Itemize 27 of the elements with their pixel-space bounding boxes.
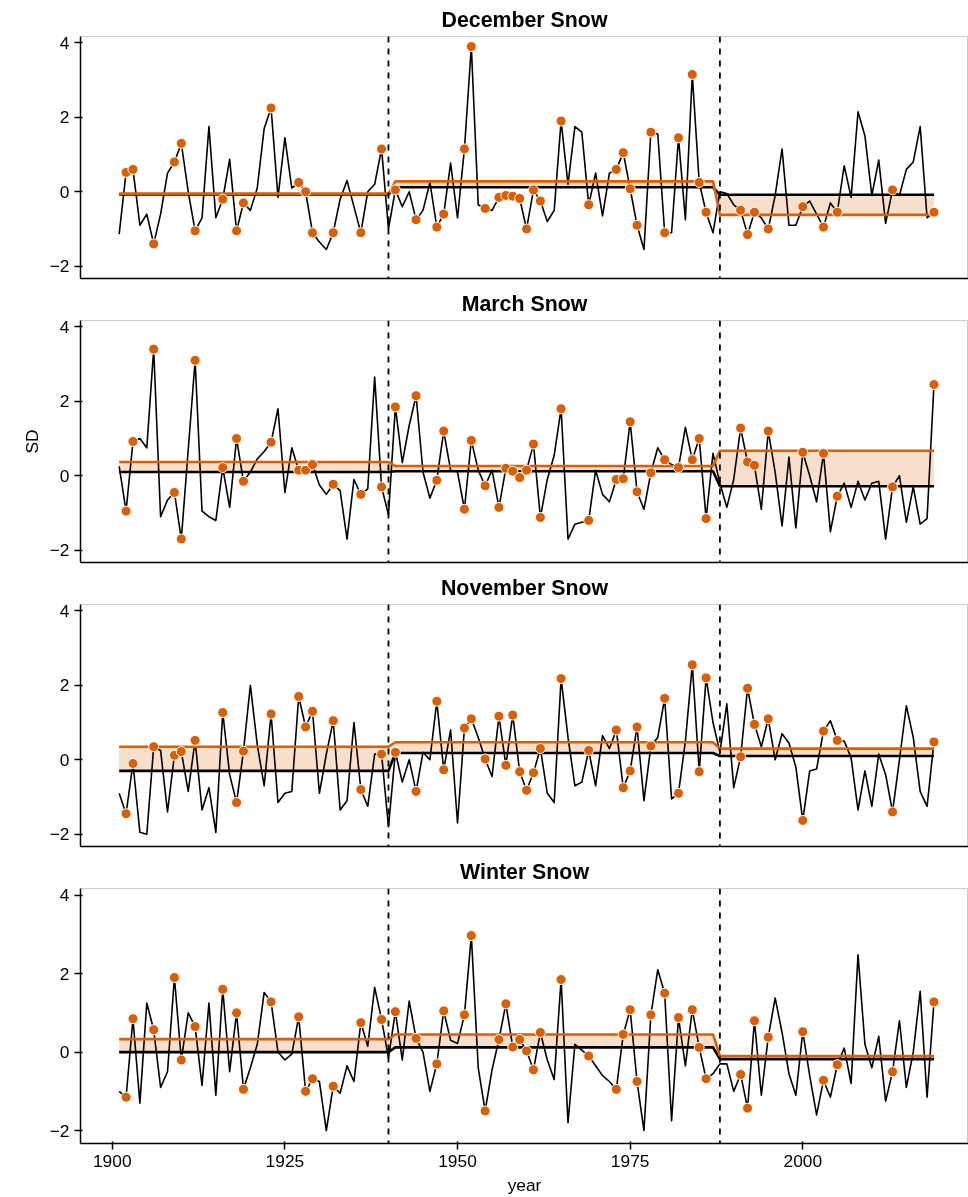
x-axis-title: year xyxy=(507,1174,542,1195)
x-tick-label: 2000 xyxy=(783,1150,823,1171)
y-tick-label: 2 xyxy=(59,391,70,412)
y-tick-label: 0 xyxy=(59,465,70,486)
y-tick-label: 2 xyxy=(59,963,70,984)
y-tick-label: 0 xyxy=(59,749,70,770)
x-tick-label: 1900 xyxy=(92,1150,132,1171)
chart-title: December Snow xyxy=(441,7,608,32)
y-tick-label: 0 xyxy=(59,1042,70,1063)
y-tick-label: 0 xyxy=(59,181,70,202)
x-tick-label: 1975 xyxy=(610,1150,650,1171)
chart-title: March Snow xyxy=(461,291,588,316)
y-tick-label: 4 xyxy=(59,600,70,621)
chart-title: Winter Snow xyxy=(460,859,590,884)
y-tick-label: −2 xyxy=(49,256,70,277)
y-tick-label: 2 xyxy=(59,107,70,128)
y-tick-label: 4 xyxy=(59,885,70,906)
y-tick-label: 4 xyxy=(59,316,70,337)
y-tick-label: 2 xyxy=(59,675,70,696)
x-tick-label: 1925 xyxy=(265,1150,305,1171)
x-tick-label: 1950 xyxy=(438,1150,477,1171)
y-tick-label: −2 xyxy=(49,540,70,561)
y-tick-label: −2 xyxy=(49,1120,70,1141)
y-axis-title: SD xyxy=(21,429,42,454)
y-tick-label: 4 xyxy=(59,32,70,53)
chart-title: November Snow xyxy=(440,575,609,600)
y-tick-label: −2 xyxy=(49,824,70,845)
